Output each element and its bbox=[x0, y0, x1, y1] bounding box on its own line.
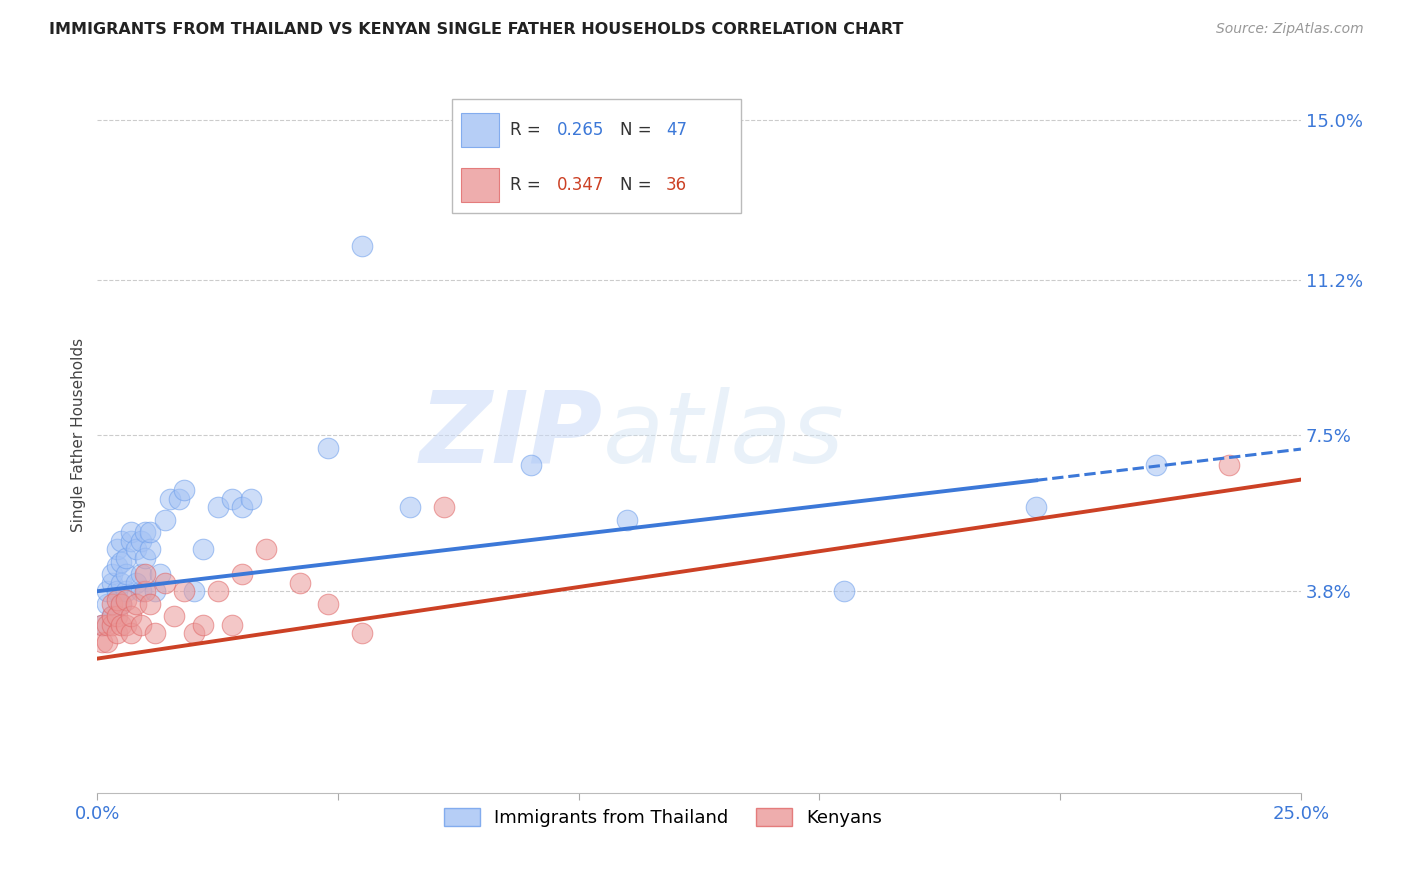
Point bbox=[110, 555, 132, 569]
Point bbox=[110, 597, 132, 611]
Point bbox=[134, 550, 156, 565]
Point bbox=[163, 609, 186, 624]
Point bbox=[240, 491, 263, 506]
Point bbox=[173, 483, 195, 497]
Point bbox=[91, 618, 114, 632]
Point bbox=[129, 618, 152, 632]
Point bbox=[231, 567, 253, 582]
Point bbox=[616, 513, 638, 527]
Point bbox=[110, 575, 132, 590]
Point bbox=[115, 550, 138, 565]
Point bbox=[96, 584, 118, 599]
Text: IMMIGRANTS FROM THAILAND VS KENYAN SINGLE FATHER HOUSEHOLDS CORRELATION CHART: IMMIGRANTS FROM THAILAND VS KENYAN SINGL… bbox=[49, 22, 904, 37]
Point bbox=[288, 575, 311, 590]
Point bbox=[1218, 458, 1240, 472]
Point bbox=[105, 626, 128, 640]
Point bbox=[115, 592, 138, 607]
Point bbox=[125, 597, 148, 611]
Point bbox=[399, 500, 422, 514]
Point bbox=[105, 584, 128, 599]
Point bbox=[832, 584, 855, 599]
Point bbox=[105, 542, 128, 557]
Point bbox=[101, 575, 124, 590]
Point bbox=[149, 567, 172, 582]
Point bbox=[101, 597, 124, 611]
Point bbox=[125, 542, 148, 557]
Point bbox=[167, 491, 190, 506]
Point bbox=[101, 567, 124, 582]
Point bbox=[96, 618, 118, 632]
Point bbox=[105, 558, 128, 573]
Point bbox=[125, 575, 148, 590]
Text: ZIP: ZIP bbox=[420, 387, 603, 483]
Point bbox=[115, 618, 138, 632]
Point bbox=[318, 597, 340, 611]
Point bbox=[1146, 458, 1168, 472]
Point bbox=[96, 597, 118, 611]
Point bbox=[352, 626, 374, 640]
Point bbox=[96, 634, 118, 648]
Point bbox=[129, 584, 152, 599]
Point bbox=[115, 567, 138, 582]
Text: Source: ZipAtlas.com: Source: ZipAtlas.com bbox=[1216, 22, 1364, 37]
Point bbox=[120, 609, 142, 624]
Point bbox=[183, 584, 205, 599]
Point bbox=[173, 584, 195, 599]
Point bbox=[1025, 500, 1047, 514]
Text: atlas: atlas bbox=[603, 387, 845, 483]
Point bbox=[143, 626, 166, 640]
Point bbox=[129, 533, 152, 548]
Point bbox=[193, 618, 215, 632]
Point bbox=[254, 542, 277, 557]
Point bbox=[231, 500, 253, 514]
Point bbox=[110, 597, 132, 611]
Point bbox=[101, 609, 124, 624]
Point bbox=[120, 525, 142, 540]
Point bbox=[139, 597, 162, 611]
Point bbox=[139, 542, 162, 557]
Point bbox=[221, 491, 243, 506]
Point bbox=[207, 584, 229, 599]
Point bbox=[110, 533, 132, 548]
Legend: Immigrants from Thailand, Kenyans: Immigrants from Thailand, Kenyans bbox=[437, 801, 890, 834]
Point bbox=[519, 458, 541, 472]
Point bbox=[143, 584, 166, 599]
Point bbox=[318, 441, 340, 455]
Point bbox=[115, 584, 138, 599]
Point bbox=[91, 618, 114, 632]
Point bbox=[101, 609, 124, 624]
Point bbox=[139, 525, 162, 540]
Point bbox=[110, 618, 132, 632]
Point bbox=[221, 618, 243, 632]
Point bbox=[129, 567, 152, 582]
Point bbox=[91, 634, 114, 648]
Point bbox=[134, 567, 156, 582]
Point bbox=[120, 626, 142, 640]
Point bbox=[193, 542, 215, 557]
Point bbox=[105, 609, 128, 624]
Point bbox=[134, 584, 156, 599]
Point bbox=[120, 533, 142, 548]
Point bbox=[433, 500, 456, 514]
Point bbox=[352, 239, 374, 253]
Point bbox=[134, 525, 156, 540]
Point bbox=[159, 491, 181, 506]
Point bbox=[153, 575, 176, 590]
Point bbox=[101, 618, 124, 632]
Point bbox=[183, 626, 205, 640]
Y-axis label: Single Father Households: Single Father Households bbox=[72, 338, 86, 533]
Point bbox=[153, 513, 176, 527]
Point bbox=[207, 500, 229, 514]
Point bbox=[105, 592, 128, 607]
